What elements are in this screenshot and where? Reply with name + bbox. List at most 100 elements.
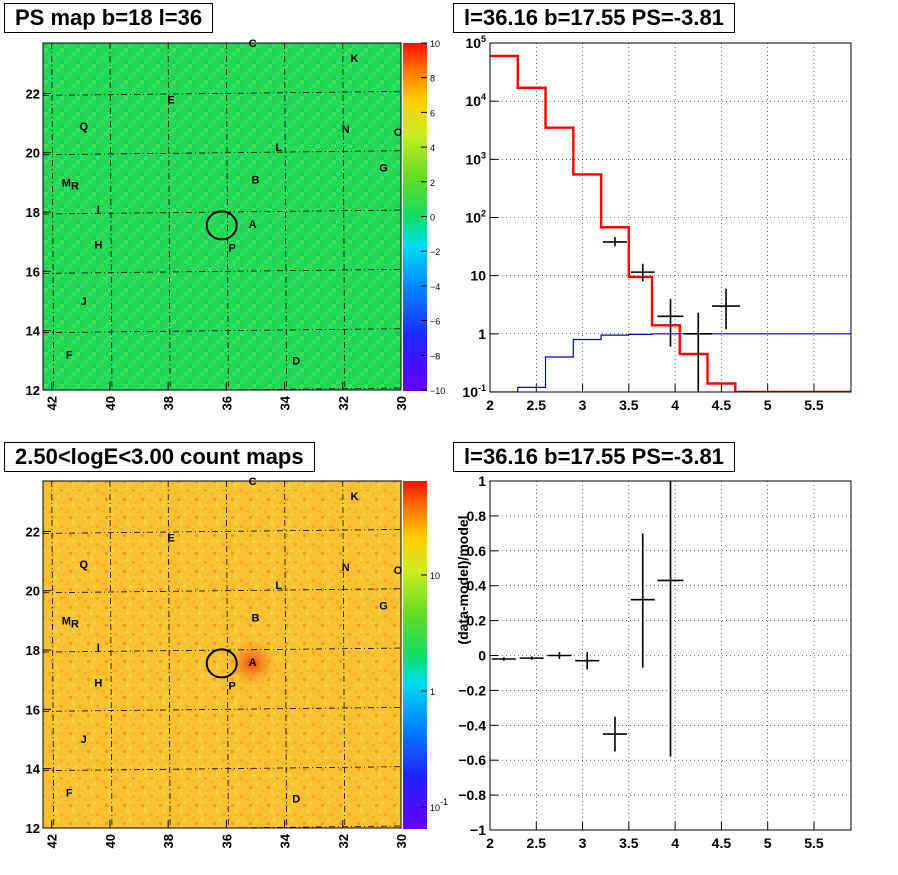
panel-title-spectrum: l=36.16 b=17.55 PS=-3.81 <box>453 3 735 33</box>
y-tick-label: −0.4 <box>458 717 486 733</box>
y-tick-label: 18 <box>26 643 40 658</box>
y-tick-label: 18 <box>26 205 40 220</box>
source-label: A <box>249 657 257 669</box>
source-label: I <box>97 642 100 654</box>
step-series <box>490 333 851 392</box>
grid-line-x <box>284 43 287 390</box>
y-tick-label: 104 <box>465 92 486 109</box>
ps-map-image <box>43 43 401 390</box>
x-tick-label: 3.5 <box>619 835 639 851</box>
y-tick-label: 16 <box>26 264 40 279</box>
grid-line-x <box>51 43 55 390</box>
y-tick-label: 20 <box>26 146 40 161</box>
x-tick-label: 2 <box>486 835 494 851</box>
x-tick-label: 34 <box>278 395 293 410</box>
source-label: J <box>81 296 87 308</box>
source-label: F <box>66 349 73 361</box>
grid-line-x <box>342 43 346 390</box>
roi-circle <box>205 648 238 679</box>
y-tick-label: 0.8 <box>467 508 487 524</box>
y-tick-label: 0.2 <box>467 613 487 629</box>
grid-line-x <box>284 481 287 828</box>
source-label: M <box>62 177 71 189</box>
colorbar-tick-label: −8 <box>430 351 440 361</box>
y-tick-label: −0.8 <box>458 787 486 803</box>
colorbar-tick-label: 1 <box>430 687 435 697</box>
source-label: N <box>342 124 350 136</box>
colorbar-tick-label: 0 <box>430 213 435 223</box>
source-label: C <box>249 476 257 488</box>
x-tick-label: 5 <box>764 835 772 851</box>
y-tick-label: 10 <box>470 268 486 284</box>
y-tick-label: 0 <box>478 648 486 664</box>
x-tick-label: 4.5 <box>712 835 732 851</box>
colorbar <box>403 481 427 829</box>
colorbar-tick-label: 6 <box>430 108 435 118</box>
panel-title-residuals: l=36.16 b=17.55 PS=-3.81 <box>453 442 735 472</box>
x-tick-label: 36 <box>219 834 234 848</box>
y-tick-label: 1 <box>478 473 486 489</box>
source-label: K <box>350 53 358 65</box>
y-tick-label: 1 <box>478 326 486 342</box>
x-tick-label: 42 <box>45 396 60 410</box>
source-label: L <box>275 142 282 154</box>
x-tick-label: 5.5 <box>804 397 824 413</box>
colorbar-tick-label: −10 <box>430 386 445 396</box>
source-label: D <box>292 793 300 805</box>
colorbar-tick-label: 8 <box>430 74 435 84</box>
x-tick-label: 38 <box>161 834 176 848</box>
x-tick-label: 4 <box>671 835 679 851</box>
roi-circle <box>205 210 238 241</box>
colorbar-tick-label: 10 <box>430 39 440 49</box>
source-label: H <box>94 678 102 690</box>
colorbar-tick-label: −4 <box>430 282 440 292</box>
y-tick-label: 102 <box>465 209 486 226</box>
colorbar-tick-label: −2 <box>430 247 440 257</box>
x-tick-label: 3 <box>579 397 587 413</box>
x-tick-label: 2.5 <box>527 397 547 413</box>
x-tick-label: 34 <box>278 833 293 848</box>
x-tick-label: 4 <box>671 397 679 413</box>
colorbar-tick-label: 2 <box>430 178 435 188</box>
source-label: B <box>251 612 259 624</box>
spectrum-panel: 2 2.5 3 3.5 4 4.5 5 5.5 10-1 1 10 102 103 104 105 <box>462 34 852 413</box>
y-tick-label: −0.6 <box>458 752 486 768</box>
source-label: H <box>94 240 102 252</box>
y-tick-label: −1 <box>470 822 486 838</box>
y-tick-label: 12 <box>26 383 40 398</box>
y-tick-label: 22 <box>26 524 40 539</box>
source-label: G <box>379 601 388 613</box>
count-map-panel: C K E Q N O L G B M R I A P H J F D 42 40 38 36 34 32 30 12 14 16 1… <box>26 476 449 848</box>
y-tick-label: 12 <box>26 821 40 836</box>
y-tick-label: 22 <box>26 86 40 101</box>
y-tick-label: 16 <box>26 702 40 717</box>
x-tick-label: 40 <box>103 834 118 848</box>
source-label: C <box>249 38 257 50</box>
y-tick-label: 103 <box>465 150 486 167</box>
x-tick-label: 32 <box>336 396 351 410</box>
source-label: K <box>350 491 358 503</box>
source-label: I <box>97 204 100 216</box>
source-label: N <box>342 562 350 574</box>
colorbar-tick-label: 4 <box>430 143 435 153</box>
x-tick-label: 40 <box>103 396 118 410</box>
source-label: P <box>229 681 236 693</box>
source-label: R <box>71 180 79 192</box>
grid-line-x <box>167 43 171 390</box>
x-tick-label: 2 <box>486 397 494 413</box>
grid-line-x <box>225 481 229 828</box>
count-map-image <box>43 481 401 828</box>
x-tick-label: 36 <box>219 396 234 410</box>
x-tick-label: 30 <box>394 396 409 410</box>
source-label: G <box>379 163 388 175</box>
y-tick-label: 10-1 <box>462 383 486 400</box>
x-tick-label: 3.5 <box>619 397 639 413</box>
y-tick-label: 20 <box>26 584 40 599</box>
panel-title-count-map: 2.50<logE<3.00 count maps <box>4 442 315 472</box>
source-label: D <box>292 355 300 367</box>
source-label: L <box>275 580 282 592</box>
source-label: E <box>167 94 174 106</box>
source-label: E <box>167 532 174 544</box>
panel-title-ps-map: PS map b=18 l=36 <box>4 3 214 33</box>
